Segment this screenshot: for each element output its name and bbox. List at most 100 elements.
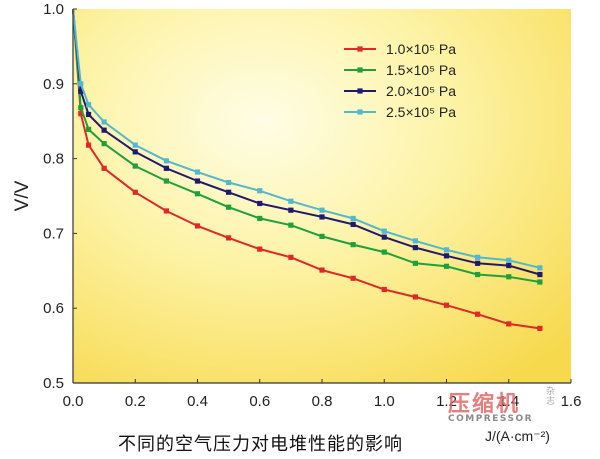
data-point — [288, 207, 294, 213]
ticks: 0.0 0.2 0.4 0.6 0.8 1.0 1.2 1.4 1.6 0.5 0.6 0.7 0.8 0… — [43, 1, 581, 410]
data-point — [475, 271, 481, 278]
data-point — [506, 274, 512, 280]
data-point — [443, 263, 450, 269]
legend: 1.0×10⁵ Pa 1.5×10⁵ Pa 2.0×10⁵ Pa 2.5×10⁵ Pa — [344, 41, 456, 120]
series-2 — [72, 8, 543, 285]
data-point — [443, 253, 450, 259]
watermark-title: 压缩机 — [448, 392, 521, 417]
data-point — [319, 233, 325, 239]
series-line — [72, 8, 541, 283]
y-tick-label: 1.0 — [43, 1, 64, 18]
data-point — [381, 228, 387, 234]
data-point — [381, 286, 387, 293]
data-point — [475, 311, 481, 317]
data-point — [288, 198, 294, 204]
data-point — [226, 179, 232, 186]
data-point — [350, 221, 356, 228]
data-point — [257, 188, 263, 194]
legend-item: 2.5×10⁵ Pa — [344, 104, 456, 120]
data-point — [288, 222, 294, 228]
data-point — [85, 142, 92, 148]
data-point — [475, 254, 481, 260]
data-point — [319, 214, 325, 220]
data-point — [381, 249, 387, 255]
data-point — [226, 235, 232, 241]
data-point — [350, 215, 356, 222]
x-tick-label: 1.6 — [561, 393, 582, 410]
data-point — [506, 257, 512, 263]
data-point — [537, 265, 543, 271]
x-tick-label: 0.2 — [125, 393, 146, 410]
x-tick-label: 0.8 — [312, 393, 333, 410]
data-point — [132, 163, 138, 169]
data-point — [350, 242, 356, 248]
figure-caption: 不同的空气压力对电堆性能的影响 — [118, 434, 403, 455]
data-point — [226, 189, 232, 195]
data-point — [163, 208, 169, 214]
series-line — [72, 8, 541, 276]
data-point — [163, 178, 169, 184]
data-point — [194, 169, 201, 175]
legend-swatch-marker — [357, 88, 363, 94]
data-point — [78, 111, 84, 117]
x-tick-label: 0.6 — [249, 393, 270, 410]
data-point — [475, 260, 481, 266]
x-tick-label: 1.0 — [374, 393, 395, 410]
data-point — [78, 105, 84, 111]
data-point — [78, 88, 84, 94]
data-point — [319, 207, 325, 213]
data-point — [412, 238, 418, 244]
data-point — [194, 191, 201, 197]
data-point — [350, 275, 356, 281]
data-point — [506, 321, 512, 327]
series-3 — [72, 8, 543, 278]
x-tick-label: 1.2 — [436, 393, 457, 410]
data-point — [163, 165, 169, 171]
series-layer — [72, 8, 543, 331]
data-point — [443, 247, 450, 253]
y-tick-label: 0.7 — [43, 225, 64, 242]
series-1 — [72, 8, 543, 331]
data-point — [101, 119, 107, 125]
y-tick-label: 0.9 — [43, 76, 64, 93]
data-point — [506, 262, 512, 269]
data-point — [381, 234, 387, 240]
legend-swatch-marker — [357, 67, 363, 73]
x-tick-label: 1.4 — [498, 393, 519, 410]
data-point — [163, 158, 169, 164]
data-point — [132, 149, 138, 155]
data-point — [132, 142, 138, 148]
watermark-side: 杂志 — [546, 387, 556, 407]
legend-item: 1.0×10⁵ Pa — [344, 41, 456, 57]
data-point — [257, 215, 263, 222]
data-point — [443, 302, 450, 308]
data-point — [85, 126, 92, 133]
plot-area — [73, 9, 571, 383]
data-point — [101, 141, 107, 147]
series-4 — [72, 8, 543, 271]
legend-label: 1.5×10⁵ Pa — [386, 62, 456, 78]
legend-label: 2.0×10⁵ Pa — [386, 83, 456, 99]
data-point — [194, 223, 201, 229]
y-tick-label: 0.5 — [43, 375, 64, 392]
y-tick-label: 0.6 — [43, 300, 64, 317]
watermark-subtitle: COMPRESSOR — [448, 414, 534, 424]
data-point — [132, 189, 138, 195]
x-tick-label: 0.4 — [187, 393, 208, 410]
data-point — [537, 325, 543, 331]
data-point — [85, 102, 92, 108]
data-point — [288, 254, 294, 260]
legend-item: 2.0×10⁵ Pa — [344, 83, 456, 99]
data-point — [194, 178, 201, 184]
legend-item: 1.5×10⁵ Pa — [344, 62, 456, 78]
data-point — [101, 127, 107, 133]
data-point — [319, 267, 325, 273]
data-point — [412, 260, 418, 266]
x-tick-label: 0.0 — [63, 393, 84, 410]
data-point — [537, 271, 543, 278]
data-point — [257, 200, 263, 207]
legend-label: 2.5×10⁵ Pa — [386, 104, 456, 120]
data-point — [85, 111, 92, 118]
series-line — [72, 8, 541, 269]
watermark-logo: 压缩机 COMPRESSOR 杂志 — [448, 386, 555, 424]
